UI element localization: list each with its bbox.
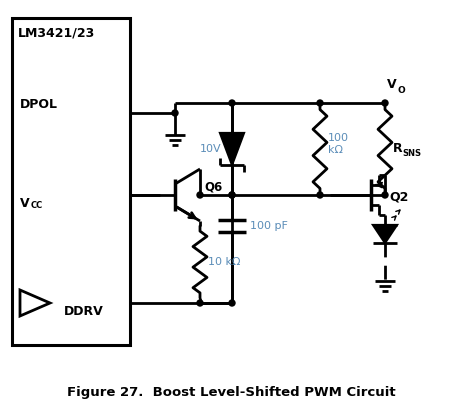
Circle shape	[229, 192, 235, 198]
Circle shape	[382, 100, 388, 106]
Text: DDRV: DDRV	[64, 305, 104, 318]
Polygon shape	[220, 133, 244, 165]
Text: DPOL: DPOL	[20, 98, 58, 111]
Text: LM3421/23: LM3421/23	[18, 26, 95, 39]
Text: 100
kΩ: 100 kΩ	[328, 133, 349, 155]
Circle shape	[229, 100, 235, 106]
Circle shape	[229, 300, 235, 306]
Text: 100 pF: 100 pF	[250, 221, 288, 231]
Polygon shape	[373, 225, 397, 243]
Bar	[12, 18, 130, 345]
Text: 10 kΩ: 10 kΩ	[208, 257, 241, 267]
Circle shape	[197, 300, 203, 306]
Circle shape	[172, 110, 178, 116]
Text: SNS: SNS	[402, 148, 421, 157]
Circle shape	[317, 192, 323, 198]
Circle shape	[317, 100, 323, 106]
Text: O: O	[397, 86, 405, 95]
Text: 10V: 10V	[200, 144, 222, 154]
Text: Q6: Q6	[204, 180, 222, 193]
Circle shape	[229, 192, 235, 198]
Text: V: V	[20, 197, 30, 210]
Text: Q2: Q2	[389, 191, 408, 204]
Text: V: V	[387, 78, 396, 91]
Circle shape	[197, 192, 203, 198]
Text: R: R	[393, 142, 402, 155]
Circle shape	[382, 192, 388, 198]
Text: Figure 27.  Boost Level-Shifted PWM Circuit: Figure 27. Boost Level-Shifted PWM Circu…	[67, 386, 395, 399]
Text: CC: CC	[31, 201, 43, 210]
